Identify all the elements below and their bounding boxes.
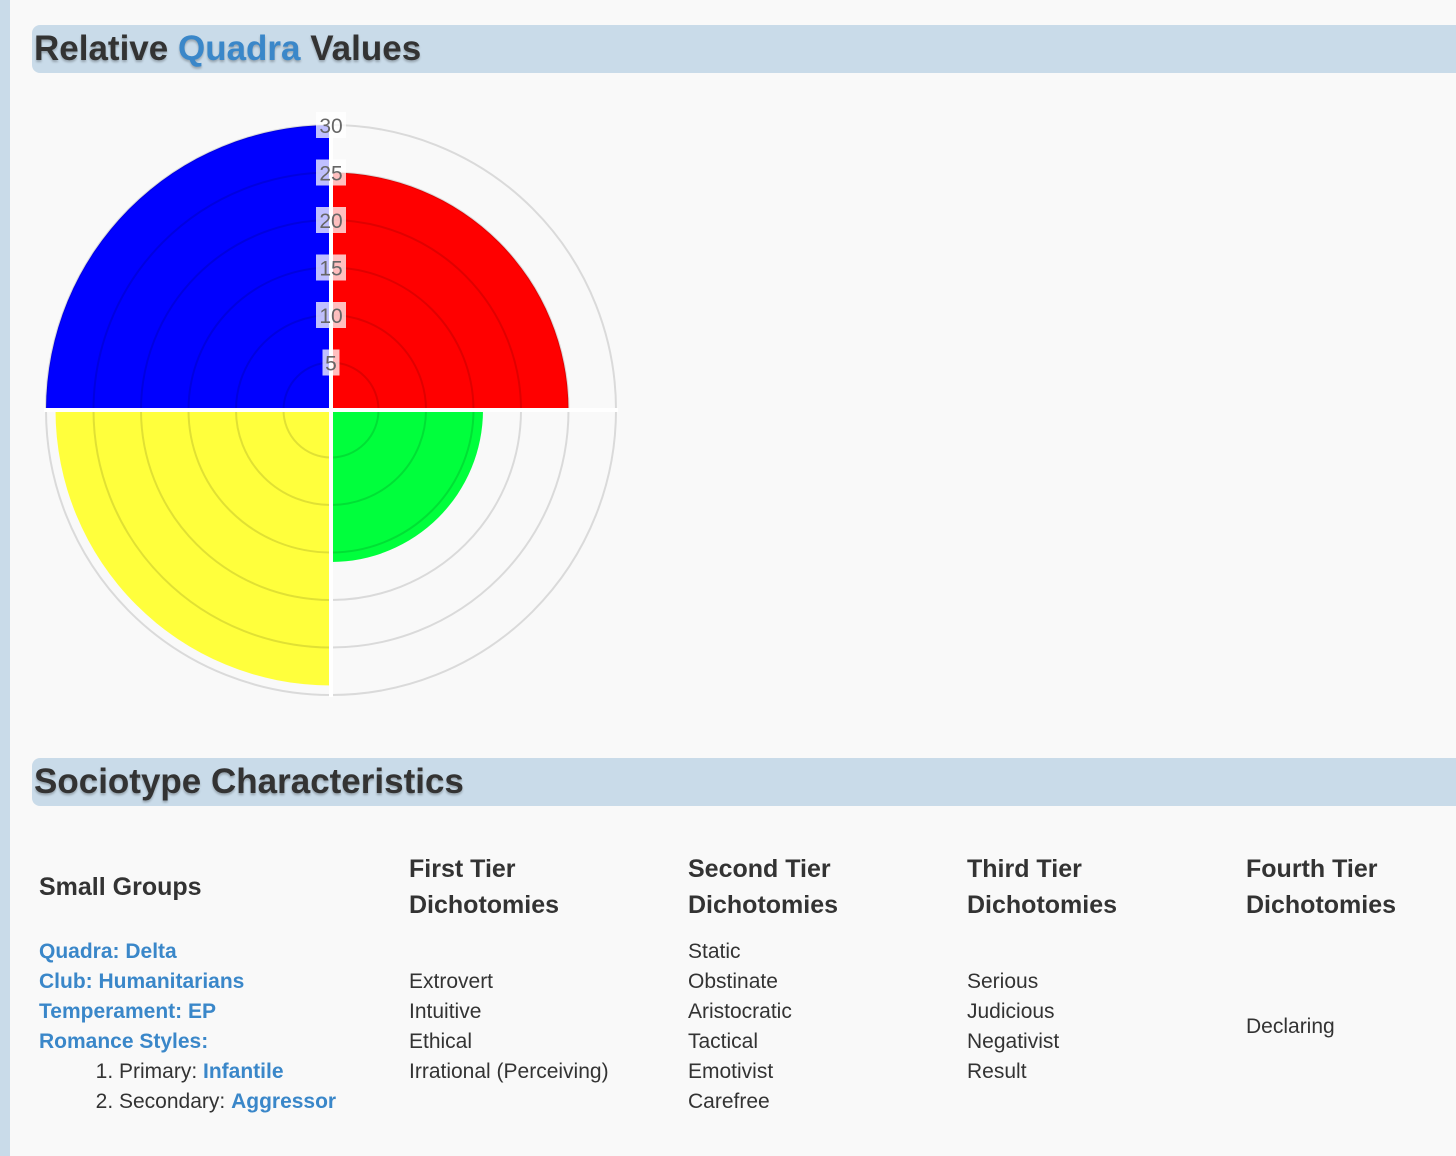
sector-top-left[interactable] <box>46 125 331 410</box>
tick-label-background <box>316 207 346 233</box>
sociotype-characteristics-heading: Sociotype Characteristics <box>32 758 1456 806</box>
left-accent-rule <box>0 0 10 1156</box>
third-tier-item: Judicious <box>967 1000 1055 1023</box>
relative-quadra-values-heading: Relative Quadra Values <box>32 25 1456 73</box>
second-tier-item: Aristocratic <box>688 1000 792 1023</box>
primary-label: Primary: <box>119 1060 203 1083</box>
first-tier-item: Irrational (Perceiving) <box>409 1060 609 1083</box>
quadra-link[interactable]: Quadra: Delta <box>39 940 177 963</box>
second-tier-heading-line2: Dichotomies <box>688 891 839 919</box>
second-tier-list: Static Obstinate Aristocratic Tactical E… <box>688 937 792 1117</box>
second-tier-heading-line1: Second Tier <box>688 855 831 883</box>
tick-label-background <box>322 349 340 376</box>
tick-label-background <box>316 254 346 281</box>
club-link[interactable]: Club: Humanitarians <box>39 970 245 993</box>
secondary-aggressor-link[interactable]: Aggressor <box>231 1090 337 1113</box>
sector-bottom-left[interactable] <box>55 410 332 686</box>
heading-text-post: Values <box>300 29 422 68</box>
tick-label-background <box>316 159 346 186</box>
tick-label: 25 <box>319 163 342 186</box>
small-groups-list: Quadra: Delta Club: Humanitarians Temper… <box>39 937 336 1117</box>
second-tier-item: Tactical <box>688 1030 759 1053</box>
first-tier-heading: First Tier Dichotomies <box>409 851 559 923</box>
romance-primary-item: Primary: Infantile <box>119 1057 336 1087</box>
quadra-values-polar-chart: 5 10 15 20 25 30 <box>44 112 618 697</box>
tick-label: 20 <box>319 210 342 233</box>
first-tier-item: Ethical <box>409 1030 473 1053</box>
first-tier-heading-line1: First Tier <box>409 855 516 883</box>
tick-label: 15 <box>319 258 342 281</box>
first-tier-item: Intuitive <box>409 1000 482 1023</box>
third-tier-item: Serious <box>967 970 1039 993</box>
romance-styles-list: Primary: Infantile Secondary: Aggressor <box>39 1057 336 1117</box>
tick-label-background <box>316 302 346 328</box>
third-tier-heading-line1: Third Tier <box>967 855 1082 883</box>
sector-bottom-right[interactable] <box>331 410 483 562</box>
second-tier-item: Obstinate <box>688 970 778 993</box>
romance-secondary-item: Secondary: Aggressor <box>119 1087 336 1117</box>
fourth-tier-heading-line1: Fourth Tier <box>1246 855 1378 883</box>
chart-sectors <box>46 125 569 686</box>
second-tier-item: Carefree <box>688 1090 770 1113</box>
first-tier-heading-line2: Dichotomies <box>409 891 560 919</box>
tick-label-background <box>316 112 346 138</box>
second-tier-item: Emotivist <box>688 1060 774 1083</box>
first-tier-list: Extrovert Intuitive Ethical Irrational (… <box>409 967 609 1087</box>
secondary-label: Secondary: <box>119 1090 232 1113</box>
first-tier-item: Extrovert <box>409 970 494 993</box>
tick-label: 5 <box>325 353 337 376</box>
second-tier-item: Static <box>688 940 741 963</box>
temperament-link[interactable]: Temperament: EP <box>39 1000 216 1023</box>
third-tier-heading-line2: Dichotomies <box>967 891 1118 919</box>
third-tier-item: Result <box>967 1060 1027 1083</box>
second-tier-heading: Second Tier Dichotomies <box>688 851 838 923</box>
fourth-tier-list: Declaring <box>1246 1012 1335 1042</box>
romance-styles-link[interactable]: Romance Styles: <box>39 1030 209 1053</box>
small-groups-heading-text: Small Groups <box>39 873 202 901</box>
chart-tick-labels: 5 10 15 20 25 30 <box>316 112 346 376</box>
fourth-tier-heading: Fourth Tier Dichotomies <box>1246 851 1396 923</box>
sector-top-right[interactable] <box>331 172 569 411</box>
small-groups-heading: Small Groups <box>39 869 202 905</box>
third-tier-heading: Third Tier Dichotomies <box>967 851 1117 923</box>
quadra-heading-link[interactable]: Quadra <box>177 29 301 68</box>
primary-infantile-link[interactable]: Infantile <box>203 1060 284 1083</box>
tick-label: 30 <box>319 115 342 138</box>
fourth-tier-item: Declaring <box>1246 1015 1335 1038</box>
heading-text-pre: Relative <box>34 29 178 68</box>
third-tier-list: Serious Judicious Negativist Result <box>967 967 1059 1087</box>
tick-label: 10 <box>319 305 342 328</box>
fourth-tier-heading-line2: Dichotomies <box>1246 891 1397 919</box>
third-tier-item: Negativist <box>967 1030 1060 1053</box>
